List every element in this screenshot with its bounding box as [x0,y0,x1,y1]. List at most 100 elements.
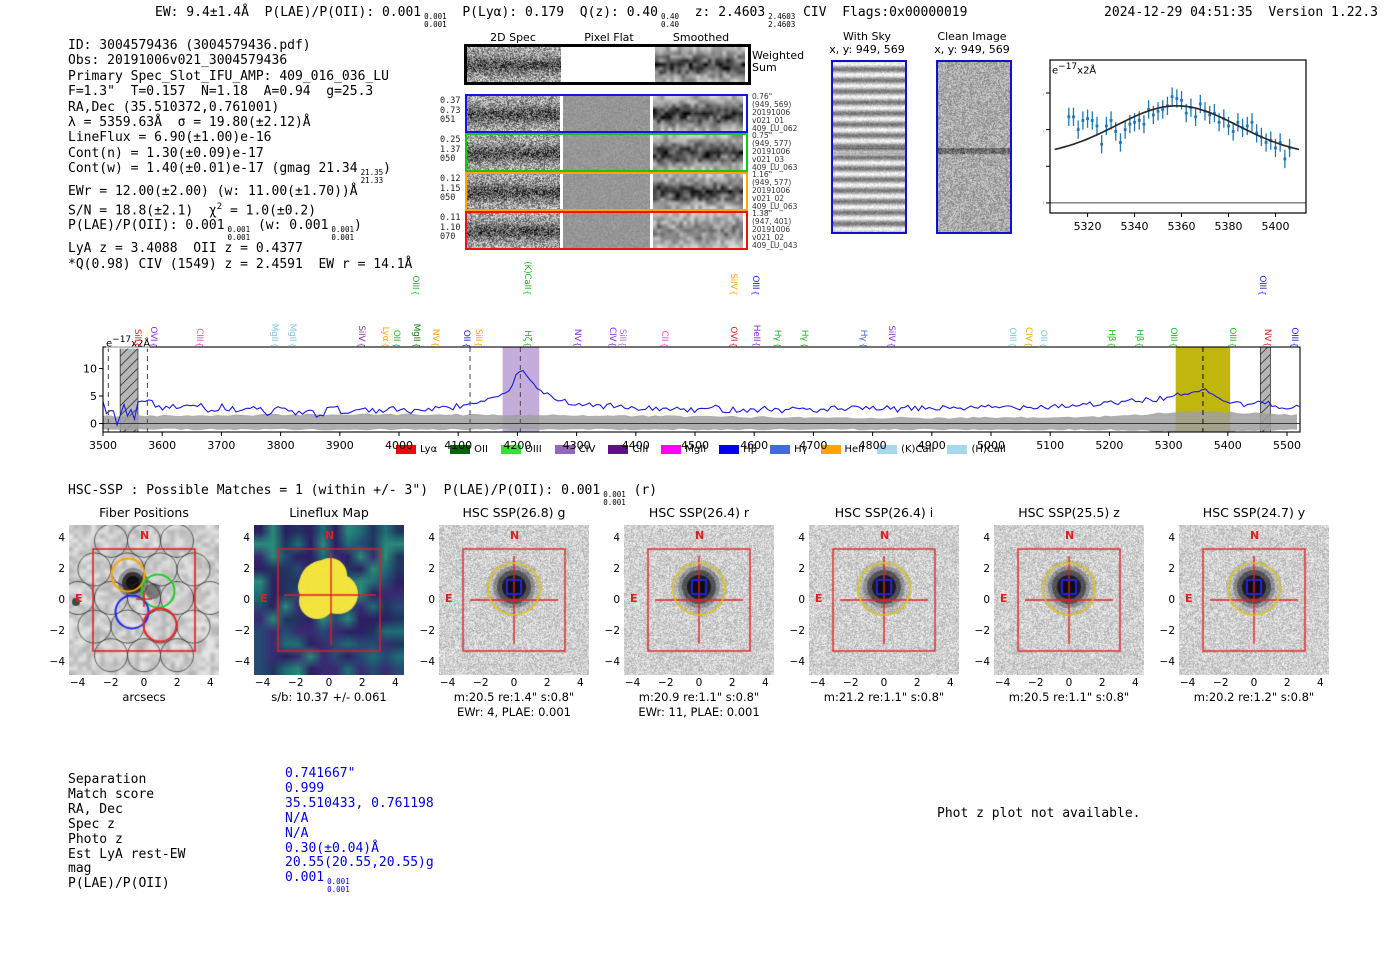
cutout-y-tick: −4 [789,656,805,669]
cutout-y-tick: 4 [798,531,805,544]
info-line: ID: 3004579436 (3004579436.pdf) [68,38,311,53]
cutout-x-tick: 4 [762,677,769,689]
info-line: λ = 5359.63Å σ = 19.80(±2.12)Å [68,115,311,131]
weighted-smoothed-image [655,47,745,82]
cutout-x-tick: 0 [1065,677,1073,689]
match-table-label: Separation [68,772,147,787]
svg-text:4100: 4100 [444,439,472,452]
fiber-row-right-labels: 1.38" (947, 401) 20191006 v021_02 409_LU_043 [752,209,798,250]
line-label-CIII: CIII{ [194,328,204,347]
cutout-y-tick: 0 [983,594,990,606]
cutout-y-tick: −2 [419,625,435,638]
info-line: Cont(n) = 1.30(±0.09)e-17 [68,145,264,161]
report-version: Version 1.22.3 [1268,5,1378,20]
legend-item: Lyα [396,444,437,455]
sky-panel-coords: x, y: 949, 569 [829,43,905,56]
compass-e-label: E [1000,592,1008,605]
compass-e-label: E [260,592,268,605]
cutout-caption: m:21.2 re:1.1" s:0.8" [823,690,945,704]
svg-text:3900: 3900 [326,439,354,452]
legend-swatch [947,445,968,454]
cutout-title: Lineflux Map [289,505,369,520]
line-label-OVI: OVI{ [148,326,158,347]
full-spectrum-plot: 3500 3600 3700 3800 3900 4000 4100 4200 4300 4400… [0,258,1400,473]
svg-text:4400: 4400 [622,439,650,452]
legend-item: Hγ [770,444,808,455]
cutout-y-tick: 0 [243,594,250,606]
compass-n-label: N [695,529,705,542]
info-line: Obs: 20191006v021_3004579436 [68,53,288,69]
stacked-fraction: 0.001 0.001 [424,12,447,29]
line-label-SiII: SiII{ [473,328,483,347]
cutout-x-tick: 0 [325,677,333,689]
line-label-Hγ: Hγ{ [772,329,782,347]
cutout-caption: m:20.5 re:1.4" s:0.8" [453,690,575,704]
match-table-value: 20.55(20.55,20.55)g [285,855,434,871]
svg-text:4: 4 [1043,124,1044,137]
match-table-value: 0.999 [285,780,325,796]
legend-swatch [608,445,629,454]
legend-swatch [554,445,575,454]
svg-text:3500: 3500 [89,439,117,452]
superscript: −17 [1058,62,1078,72]
detection-info-block: ID: 3004579436 (3004579436.pdf) Obs: 2019… [68,38,412,272]
sky-panel-title: With Sky [843,30,891,43]
stacked-fraction: 2.4603 2.4603 [768,12,796,29]
cutout-y-tick: 2 [243,562,250,575]
svg-text:4600: 4600 [740,439,768,452]
svg-text:0: 0 [1043,197,1044,210]
header-datetime: 2024-12-29 04:51:35 Version 1.22.3 [1104,5,1378,20]
line-label-OIII: OIII{ [1007,327,1017,347]
stacked-fraction: 0.001 0.001 [327,877,350,894]
svg-text:5400: 5400 [1261,220,1289,233]
legend-item: CIII [608,444,648,455]
cutout-y-tick: 4 [613,531,620,544]
info-line: EWr = 12.00(±2.00) (w: 11.00(±1.70))Å [68,184,358,200]
fiber-2dspec-image [467,174,560,209]
legend-label: MgII [685,444,707,455]
info-line: *Q(0.98) CIV (1549) z = 2.4591 EW r = 14… [68,256,413,272]
cutout-x-tick: −2 [1028,677,1044,689]
header-summary: EW: 9.4±1.4Å P(LAE)/P(OII): 0.001 0.001 0.… [155,5,968,29]
line-label-OIII: OIII{ [750,275,760,295]
col-header-smoothed: Smoothed [672,31,730,44]
legend-item: (H)CaII [947,444,1006,455]
svg-text:5500: 5500 [1273,439,1301,452]
compass-e-label: E [75,592,83,605]
cutout-x-tick: −4 [439,677,456,689]
cutout-r-image [624,525,774,675]
svg-text:5380: 5380 [1214,220,1242,233]
line-label-NV: NV{ [1262,328,1272,347]
fiber-2dspec-image [467,135,560,170]
stacked-fraction: 0.001 0.001 [227,225,251,242]
clean-image [936,60,1012,234]
fiber-smoothed-image [653,213,743,248]
match-table-label: Est LyA rest-EW [68,846,186,862]
line-label-SiII: SiII{ [132,328,142,347]
cutout-title: Fiber Positions [99,505,189,520]
photz-note: Phot z plot not available. [937,806,1141,821]
fiber-pixelflat-image [563,135,650,170]
compass-e-label: E [630,592,638,605]
line-label-SiII: SiII{ [617,328,627,347]
cutout-x-tick: −4 [69,677,86,689]
svg-text:5200: 5200 [1095,439,1123,452]
stacked-fraction: 0.001 0.001 [331,225,354,242]
svg-text:4300: 4300 [563,439,591,452]
hsc-ssp-match-line: HSC-SSP : Possible Matches = 1 (within +… [68,483,658,507]
cutout-y-tick: −4 [604,656,620,669]
cutout-x-tick: 4 [577,677,584,689]
svg-text:4800: 4800 [859,439,887,452]
cutout-x-tick: 4 [1317,677,1324,689]
line-label-MgII: MgII{ [411,323,421,347]
legend-item: HeII [820,444,864,455]
info-line: Primary Spec_Slot_IFU_AMP: 409_016_036_L… [68,68,389,84]
match-table-value: 0.001 0.001 0.001 [285,870,350,894]
with-sky-image [831,60,907,234]
spec2d-fiber-row [465,133,748,172]
cutout-y-tick: 0 [58,594,65,606]
line-label-OIII: OIII{ [1168,327,1178,347]
cutout-x-tick: −4 [994,677,1011,689]
cutout-x-tick: 2 [1098,677,1106,689]
legend-swatch [661,445,682,454]
